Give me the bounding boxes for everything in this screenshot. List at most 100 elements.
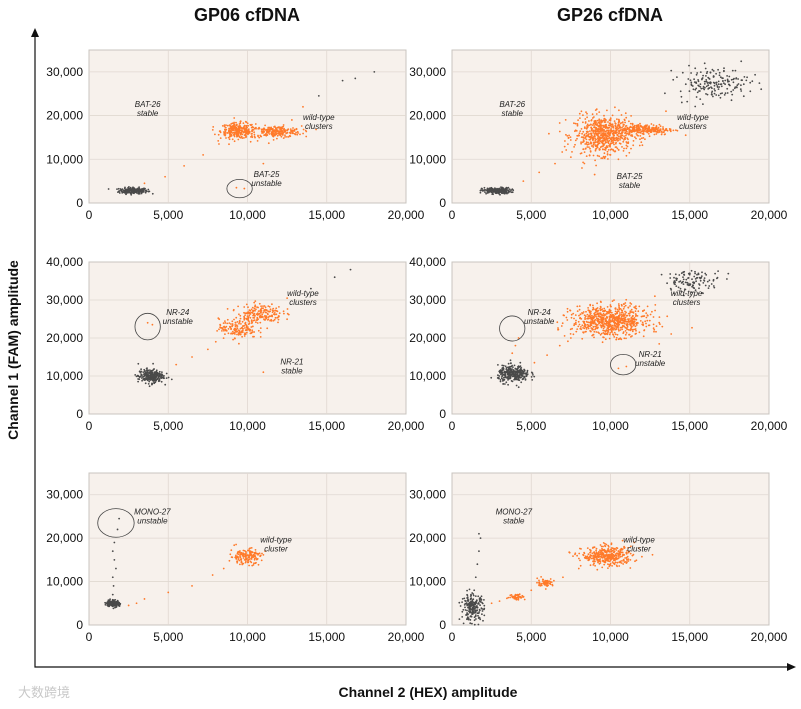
droplet-point: [243, 333, 246, 336]
droplet-point: [583, 162, 586, 165]
x-axis-arrow: [787, 663, 796, 671]
droplet-point: [256, 317, 259, 320]
droplet-point: [239, 136, 241, 139]
droplet-point: [232, 129, 234, 132]
droplet-point: [624, 302, 627, 304]
droplet-point: [589, 321, 591, 324]
scatter-panel-6: 0 5,000 10,000 15,000 20,000010,00020,00030,…: [409, 472, 788, 644]
droplet-point: [628, 129, 631, 131]
droplet-point: [252, 314, 255, 317]
droplet-point: [501, 375, 503, 378]
droplet-point: [258, 302, 261, 305]
sparse-droplet-point: [617, 367, 620, 370]
droplet-point: [612, 320, 614, 323]
droplet-point: [290, 130, 292, 133]
droplet-point: [593, 316, 595, 319]
droplet-point: [567, 137, 570, 140]
droplet-point: [461, 616, 464, 618]
droplet-point: [239, 554, 241, 557]
droplet-point: [503, 378, 506, 381]
x-tick-label: 10,000: [592, 630, 629, 644]
droplet-point: [274, 309, 277, 312]
droplet-point: [627, 320, 630, 323]
droplet-point: [282, 310, 285, 313]
droplet-point: [592, 321, 595, 323]
droplet-point: [575, 330, 578, 333]
droplet-point: [579, 117, 581, 119]
droplet-point: [638, 305, 641, 308]
droplet-point: [621, 137, 624, 140]
droplet-point: [583, 151, 586, 154]
droplet-point: [234, 125, 237, 128]
droplet-point: [250, 561, 253, 564]
droplet-point: [602, 148, 604, 151]
droplet-point: [698, 85, 700, 87]
droplet-point: [610, 305, 612, 308]
droplet-point: [255, 308, 257, 311]
droplet-point: [154, 373, 157, 376]
droplet-point: [605, 146, 608, 149]
droplet-point: [704, 86, 706, 89]
droplet-point: [242, 549, 245, 552]
droplet-point: [585, 330, 587, 333]
sparse-droplet-point: [653, 295, 656, 298]
droplet-point: [268, 133, 271, 135]
droplet-point: [566, 310, 569, 313]
droplet-point: [244, 555, 247, 558]
droplet-point: [715, 72, 717, 75]
droplet-point: [233, 117, 236, 119]
cluster-annotation: NR-21 stable: [280, 358, 303, 376]
droplet-point: [635, 126, 637, 129]
droplet-point: [583, 314, 586, 317]
droplet-point: [516, 596, 519, 599]
droplet-point: [611, 565, 613, 567]
droplet-point: [505, 367, 508, 369]
droplet-point: [245, 134, 247, 137]
sparse-droplet-point: [262, 371, 265, 374]
droplet-point: [708, 87, 711, 89]
cluster-annotation: wild-type clusters: [671, 289, 703, 307]
droplet-point: [568, 134, 570, 137]
droplet-point: [592, 143, 595, 146]
droplet-point: [643, 329, 646, 331]
droplet-point: [727, 83, 730, 86]
droplet-point: [602, 135, 604, 138]
droplet-point: [240, 552, 243, 555]
droplet-point: [578, 552, 581, 555]
droplet-point: [635, 318, 638, 321]
droplet-point: [468, 608, 471, 611]
droplet-point: [253, 555, 256, 558]
droplet-point: [502, 189, 504, 192]
droplet-point: [636, 322, 639, 325]
droplet-point: [600, 319, 602, 321]
droplet-point: [511, 375, 514, 378]
droplet-point: [267, 318, 270, 321]
droplet-point: [581, 132, 583, 135]
droplet-point: [595, 113, 598, 115]
x-tick-label: 20,000: [751, 208, 788, 222]
droplet-point: [623, 559, 625, 562]
droplet-point: [594, 109, 597, 111]
droplet-point: [470, 593, 472, 596]
droplet-point: [619, 320, 622, 323]
droplet-point: [579, 327, 582, 330]
droplet-point: [235, 554, 237, 557]
droplet-point: [517, 386, 520, 389]
droplet-point: [587, 141, 589, 144]
droplet-point: [621, 121, 624, 123]
droplet-point: [224, 128, 226, 131]
droplet-point: [605, 324, 608, 326]
droplet-point: [252, 126, 255, 129]
droplet-point: [679, 90, 682, 93]
droplet-point: [640, 137, 643, 140]
droplet-point: [222, 337, 225, 339]
droplet-point: [607, 547, 610, 550]
droplet-point: [516, 369, 519, 372]
droplet-point: [633, 317, 636, 319]
droplet-point: [242, 552, 245, 555]
droplet-point: [652, 316, 655, 318]
droplet-point: [745, 79, 748, 82]
droplet-point: [472, 610, 475, 613]
droplet-point: [617, 118, 620, 121]
droplet-point: [641, 555, 643, 558]
